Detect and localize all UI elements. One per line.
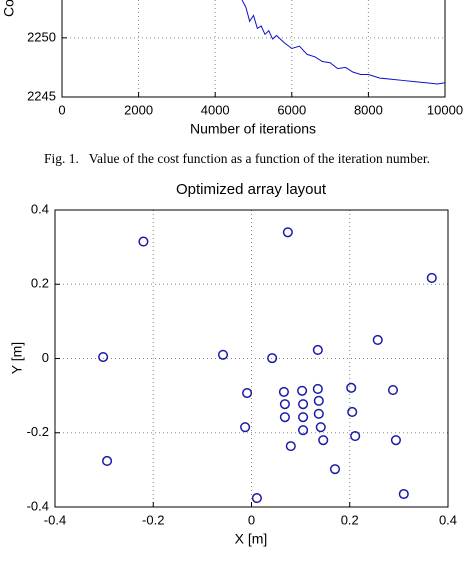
chart-title: Optimized array layout — [176, 181, 327, 198]
element-marker — [285, 441, 296, 452]
y-tick-label: -0.4 — [27, 498, 49, 513]
element-marker — [346, 382, 357, 393]
y-tick-label: 0 — [42, 350, 49, 365]
element-marker — [298, 399, 309, 410]
plot-frame — [54, 209, 449, 508]
y-tick-label: 2250 — [27, 29, 56, 44]
element-marker — [279, 399, 290, 410]
element-marker — [312, 383, 323, 394]
element-marker — [278, 386, 289, 397]
x-axis-label: X [m] — [235, 531, 268, 547]
element-marker — [297, 385, 308, 396]
x-tick-label: 0 — [58, 102, 65, 117]
element-marker — [315, 422, 326, 433]
y-tick-label: 0.2 — [31, 276, 49, 291]
x-tick-label: 4000 — [201, 102, 230, 117]
y-axis-label: Y [m] — [9, 342, 25, 374]
x-tick-label: 6000 — [277, 102, 306, 117]
x-tick-label: 8000 — [354, 102, 383, 117]
element-marker — [312, 344, 323, 356]
cost-line — [241, 0, 445, 85]
element-marker — [279, 412, 290, 423]
element-marker — [318, 435, 329, 446]
x-tick-label: 0 — [248, 512, 255, 527]
y-axis-label: Co — [1, 0, 17, 17]
element-marker — [426, 272, 437, 283]
x-tick-label: -0.2 — [142, 512, 164, 527]
y-tick-label: 0.4 — [31, 201, 49, 216]
element-marker — [350, 431, 361, 442]
element-marker — [298, 425, 309, 436]
y-tick-label: -0.2 — [27, 424, 49, 439]
x-tick-label: 0.2 — [341, 512, 359, 527]
element-marker — [98, 351, 109, 363]
element-marker — [102, 455, 113, 467]
x-axis-label: Number of iterations — [190, 121, 316, 137]
element-marker — [329, 464, 341, 475]
x-tick-label: 0.4 — [439, 512, 457, 527]
element-marker — [313, 395, 324, 406]
element-marker — [251, 493, 262, 504]
x-tick-label: -0.4 — [44, 512, 66, 527]
element-marker — [267, 353, 278, 364]
element-marker — [240, 422, 251, 433]
element-marker — [372, 334, 383, 345]
element-marker — [217, 349, 229, 360]
element-marker — [298, 412, 309, 423]
y-tick-label: 2245 — [27, 88, 56, 103]
element-marker — [242, 387, 253, 399]
element-marker — [313, 408, 324, 419]
figure-caption: Fig. 1. Value of the cost function as a … — [44, 151, 430, 166]
plot-frame — [61, 0, 446, 98]
element-marker — [398, 488, 409, 500]
element-marker — [282, 227, 293, 238]
element-marker — [138, 236, 149, 247]
element-marker — [390, 435, 401, 446]
x-tick-label: 2000 — [124, 102, 153, 117]
x-tick-label: 10000 — [427, 102, 463, 117]
element-marker — [347, 406, 358, 418]
element-marker — [387, 385, 399, 396]
